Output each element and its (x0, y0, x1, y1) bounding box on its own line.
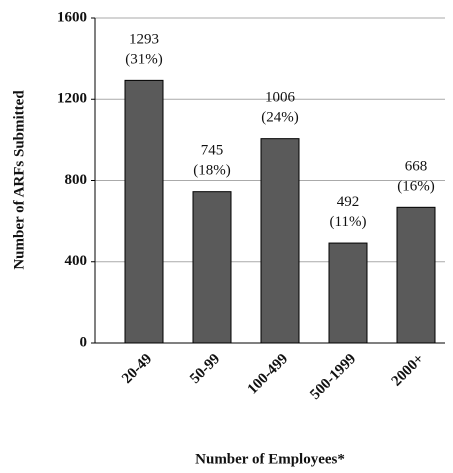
y-axis-label: Number of ARFs Submitted (11, 90, 27, 270)
value-label-line: (18%) (193, 163, 231, 179)
y-tick-label: 800 (65, 172, 88, 188)
value-label: 668 (16%) (397, 159, 435, 195)
y-tick-label: 1200 (57, 91, 87, 107)
value-label-line: (11%) (330, 215, 367, 231)
bar (192, 191, 232, 344)
value-label: 492 (11%) (330, 195, 367, 231)
bar (396, 206, 436, 344)
value-label: 1006 (24%) (261, 90, 299, 126)
value-label-line: (16%) (397, 179, 435, 195)
x-tick-label: 50-99 (187, 351, 223, 387)
value-label: 1293 (31%) (125, 32, 163, 68)
value-label-line: (24%) (261, 110, 299, 126)
value-label-line: (31%) (125, 52, 163, 68)
x-tick-label: 100-499 (245, 351, 292, 398)
value-label-line: 1293 (129, 32, 159, 48)
value-label-line: 1006 (265, 90, 296, 106)
x-tick-label: 500-1999 (307, 351, 359, 403)
x-tick-label: 20-49 (119, 351, 155, 387)
value-label-line: 668 (405, 159, 428, 175)
bar (124, 79, 164, 344)
bar (328, 242, 368, 344)
value-label: 745 (18%) (193, 143, 231, 179)
x-axis-label: Number of Employees* (195, 451, 345, 467)
y-tick-label: 0 (80, 334, 88, 350)
value-label-line: 745 (201, 143, 224, 159)
y-tick-label: 400 (65, 253, 88, 269)
value-label-line: 492 (337, 195, 360, 211)
y-tick-label: 1600 (57, 9, 87, 25)
x-tick-label: 2000+ (389, 351, 428, 390)
bar (260, 138, 300, 344)
